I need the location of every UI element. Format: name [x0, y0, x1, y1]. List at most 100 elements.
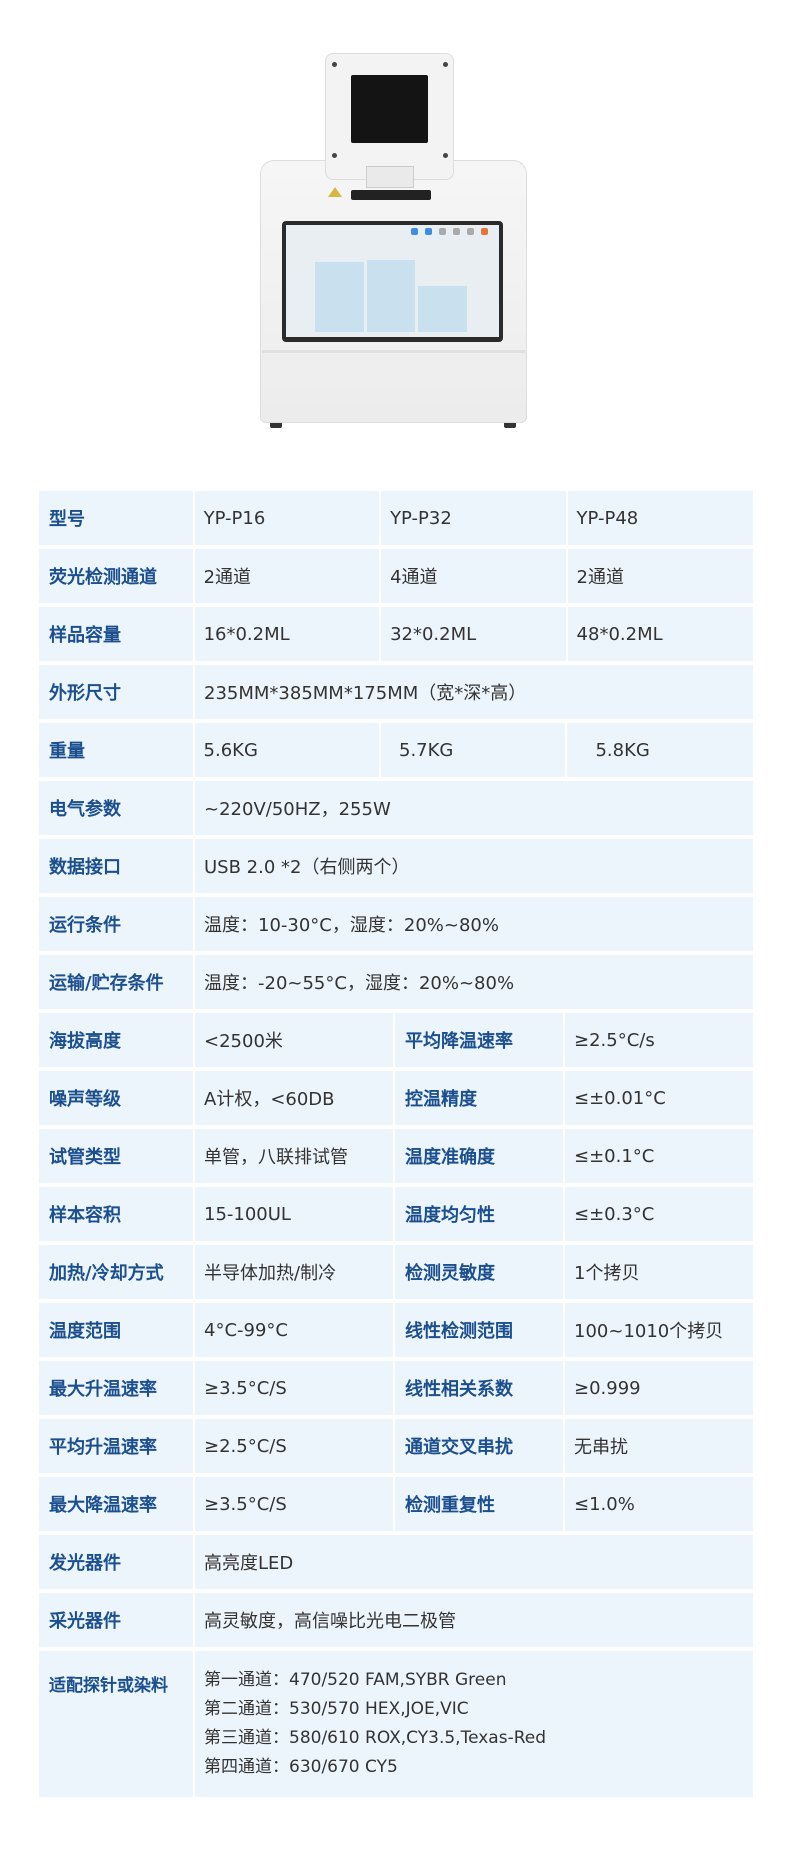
- row-label: 电气参数: [39, 781, 193, 835]
- row-label: 型号: [39, 491, 193, 545]
- row-label: 平均升温速率: [39, 1419, 193, 1473]
- cell-value: 100~1010个拷贝: [565, 1303, 753, 1357]
- table-row: 最大升温速率 ≥3.5°C/S 线性相关系数 ≥0.999: [39, 1361, 753, 1415]
- table-row: 最大降温速率 ≥3.5°C/S 检测重复性 ≤1.0%: [39, 1477, 753, 1531]
- cell-value: ≥0.999: [565, 1361, 753, 1415]
- table-row: 加热/冷却方式 半导体加热/制冷 检测灵敏度 1个拷贝: [39, 1245, 753, 1299]
- table-row: 发光器件 高亮度LED: [39, 1535, 753, 1589]
- table-row: 海拔高度 <2500米 平均降温速率 ≥2.5°C/s: [39, 1013, 753, 1067]
- row-label: 重量: [39, 723, 193, 777]
- cell-value: 48*0.2ML: [567, 607, 754, 661]
- cell-value: 2通道: [567, 549, 754, 603]
- cell-value: 15-100UL: [195, 1187, 393, 1241]
- row-label: 平均降温速率: [395, 1013, 563, 1067]
- cell-value: 单管，八联排试管: [195, 1129, 393, 1183]
- screen-button-icon: [439, 228, 446, 235]
- row-label: 噪声等级: [39, 1071, 193, 1125]
- sample-slot: [351, 190, 431, 200]
- row-label: 样品容量: [39, 607, 193, 661]
- row-label: 数据接口: [39, 839, 193, 893]
- cell-value: ≥3.5°C/S: [195, 1361, 393, 1415]
- screw: [332, 153, 337, 158]
- table-row: 外形尺寸 235MM*385MM*175MM（宽*深*高）: [39, 665, 753, 719]
- cell-value: 4通道: [381, 549, 566, 603]
- table-row: 温度范围 4°C-99°C 线性检测范围 100~1010个拷贝: [39, 1303, 753, 1357]
- screen-button-icon: [411, 228, 418, 235]
- cell-value: 2通道: [194, 549, 380, 603]
- table-row: 平均升温速率 ≥2.5°C/S 通道交叉串扰 无串扰: [39, 1419, 753, 1473]
- cell-value: ≥2.5°C/S: [195, 1419, 393, 1473]
- cell-value: 4°C-99°C: [195, 1303, 393, 1357]
- cell-value: 高亮度LED: [195, 1535, 753, 1589]
- cell-value: 5.8KG: [567, 723, 753, 777]
- lid-hinge: [366, 166, 414, 188]
- table-row: 噪声等级 A计权，<60DB 控温精度 ≤±0.01°C: [39, 1071, 753, 1125]
- spec-table: 型号 YP-P16 YP-P32 YP-P48 荧光检测通道 2通道 4通道 2通道 样品容量 1…: [39, 491, 754, 1801]
- row-label: 加热/冷却方式: [39, 1245, 193, 1299]
- cell-value: 235MM*385MM*175MM（宽*深*高）: [195, 665, 753, 719]
- screen-block: [418, 286, 467, 332]
- row-label: 检测重复性: [395, 1477, 563, 1531]
- cell-value: A计权，<60DB: [195, 1071, 393, 1125]
- row-label: 适配探针或染料: [39, 1651, 193, 1797]
- row-label: 温度范围: [39, 1303, 193, 1357]
- cell-value: ≤±0.01°C: [565, 1071, 753, 1125]
- row-label: 控温精度: [395, 1071, 563, 1125]
- row-label: 最大升温速率: [39, 1361, 193, 1415]
- cell-value: 5.7KG: [381, 723, 566, 777]
- row-label: 通道交叉串扰: [395, 1419, 563, 1473]
- row-label: 采光器件: [39, 1593, 193, 1647]
- screen-button-icon: [425, 228, 432, 235]
- cell-value: 半导体加热/制冷: [195, 1245, 393, 1299]
- cell-value: 5.6KG: [194, 723, 379, 777]
- row-label: 最大降温速率: [39, 1477, 193, 1531]
- dye-line: 第二通道：530/570 HEX,JOE,VIC: [204, 1699, 469, 1719]
- row-label: 样本容积: [39, 1187, 193, 1241]
- dye-line: 第一通道：470/520 FAM,SYBR Green: [204, 1670, 507, 1690]
- lid-window: [351, 75, 428, 143]
- table-row: 样本容积 15-100UL 温度均匀性 ≤±0.3°C: [39, 1187, 753, 1241]
- cell-value: ≥3.5°C/S: [195, 1477, 393, 1531]
- cell-value: USB 2.0 *2（右侧两个）: [195, 839, 753, 893]
- screen-button-icon: [481, 228, 488, 235]
- row-label: 运行条件: [39, 897, 193, 951]
- cell-value: YP-P16: [194, 491, 380, 545]
- cell-value: 温度：-20~55°C，湿度：20%~80%: [195, 955, 753, 1009]
- table-row: 电气参数 ~220V/50HZ，255W: [39, 781, 753, 835]
- cell-value: ≤±0.1°C: [565, 1129, 753, 1183]
- table-row: 样品容量 16*0.2ML 32*0.2ML 48*0.2ML: [39, 607, 754, 661]
- cell-value: 高灵敏度，高信噪比光电二极管: [195, 1593, 753, 1647]
- row-label: 线性检测范围: [395, 1303, 563, 1357]
- screen-button-icon: [467, 228, 474, 235]
- cell-value: 32*0.2ML: [381, 607, 566, 661]
- row-label: 线性相关系数: [395, 1361, 563, 1415]
- screw: [443, 62, 448, 67]
- cell-value: 无串扰: [565, 1419, 753, 1473]
- table-row: 荧光检测通道 2通道 4通道 2通道: [39, 549, 754, 603]
- screw: [443, 153, 448, 158]
- cell-value: 16*0.2ML: [194, 607, 380, 661]
- cell-value: YP-P48: [567, 491, 754, 545]
- screen-block: [367, 260, 415, 332]
- row-label: 外形尺寸: [39, 665, 193, 719]
- table-row: 型号 YP-P16 YP-P32 YP-P48: [39, 491, 754, 545]
- warning-icon: [328, 187, 342, 197]
- cell-value: <2500米: [195, 1013, 393, 1067]
- cell-value: YP-P32: [381, 491, 566, 545]
- screw: [332, 62, 337, 67]
- row-label: 温度准确度: [395, 1129, 563, 1183]
- row-label: 运输/贮存条件: [39, 955, 193, 1009]
- screen-block: [315, 262, 364, 332]
- device-foot: [504, 423, 516, 428]
- row-label: 海拔高度: [39, 1013, 193, 1067]
- cell-value: ≤1.0%: [565, 1477, 753, 1531]
- table-row: 试管类型 单管，八联排试管 温度准确度 ≤±0.1°C: [39, 1129, 753, 1183]
- cell-value: 1个拷贝: [565, 1245, 753, 1299]
- row-label: 试管类型: [39, 1129, 193, 1183]
- cell-value: 温度：10-30°C，湿度：20%~80%: [195, 897, 753, 951]
- row-label: 荧光检测通道: [39, 549, 193, 603]
- cell-value: ≤±0.3°C: [565, 1187, 753, 1241]
- table-row: 数据接口 USB 2.0 *2（右侧两个）: [39, 839, 753, 893]
- table-row: 运行条件 温度：10-30°C，湿度：20%~80%: [39, 897, 753, 951]
- row-label: 温度均匀性: [395, 1187, 563, 1241]
